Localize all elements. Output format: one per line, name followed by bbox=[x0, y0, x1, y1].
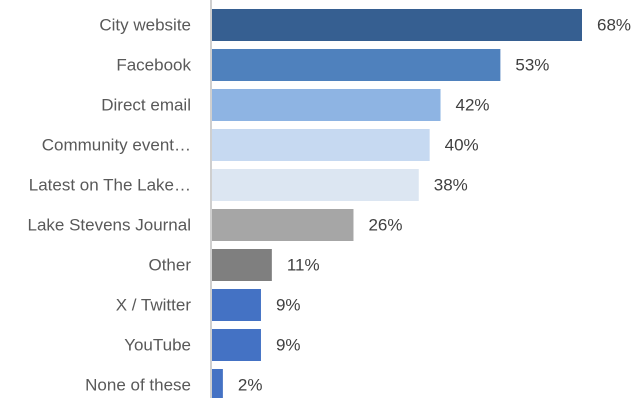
value-label-7: 9% bbox=[276, 296, 301, 315]
bar-3 bbox=[212, 129, 430, 161]
value-label-1: 53% bbox=[515, 56, 549, 75]
bars-group bbox=[212, 9, 582, 398]
bar-8 bbox=[212, 329, 261, 361]
bar-7 bbox=[212, 289, 261, 321]
category-label-0: City website bbox=[99, 16, 191, 35]
bar-5 bbox=[212, 209, 354, 241]
value-label-2: 42% bbox=[456, 96, 490, 115]
value-label-6: 11% bbox=[287, 256, 320, 275]
bar-6 bbox=[212, 249, 272, 281]
category-label-8: YouTube bbox=[124, 336, 191, 355]
bar-2 bbox=[212, 89, 441, 121]
value-label-3: 40% bbox=[445, 136, 479, 155]
bar-0 bbox=[212, 9, 582, 41]
value-label-4: 38% bbox=[434, 176, 468, 195]
value-label-0: 68% bbox=[597, 16, 631, 35]
bar-9 bbox=[212, 369, 223, 398]
value-label-8: 9% bbox=[276, 336, 301, 355]
category-labels-group: City website Facebook Direct email Communit… bbox=[28, 16, 192, 395]
category-label-2: Direct email bbox=[101, 96, 191, 115]
value-label-9: 2% bbox=[238, 376, 263, 395]
value-labels-group: 68% 53% 42% 40% 38% 26% 11% 9% 9% 2% bbox=[238, 16, 631, 395]
category-label-3: Community event… bbox=[42, 136, 191, 155]
category-label-1: Facebook bbox=[116, 56, 191, 75]
category-label-6: Other bbox=[148, 256, 191, 275]
category-label-4: Latest on The Lake… bbox=[29, 176, 191, 195]
category-label-5: Lake Stevens Journal bbox=[28, 216, 192, 235]
bar-4 bbox=[212, 169, 419, 201]
value-label-5: 26% bbox=[368, 216, 402, 235]
category-label-7: X / Twitter bbox=[116, 296, 192, 315]
bar-1 bbox=[212, 49, 501, 81]
category-label-9: None of these bbox=[85, 376, 191, 395]
